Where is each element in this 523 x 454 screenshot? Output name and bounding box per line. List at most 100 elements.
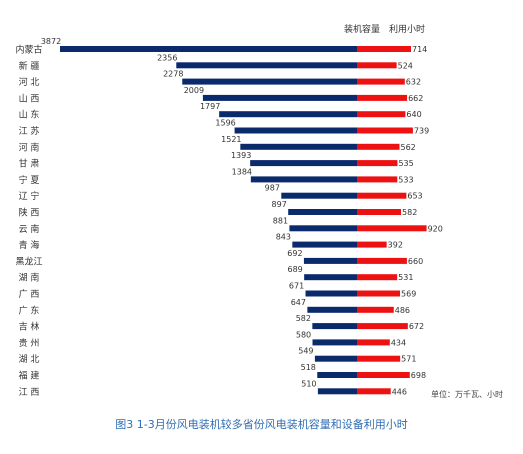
capacity-bar <box>312 323 357 330</box>
hours-bar <box>357 241 387 248</box>
hours-value-label: 569 <box>401 290 416 299</box>
category-label: 湖 南 <box>19 272 40 284</box>
hours-bar <box>357 355 401 362</box>
hours-value-label: 533 <box>398 175 413 184</box>
category-label: 云 南 <box>19 223 40 235</box>
capacity-value-label: 1393 <box>231 151 251 160</box>
capacity-value-label: 843 <box>276 233 291 242</box>
hours-value-label: 524 <box>398 61 413 70</box>
hours-value-label: 714 <box>412 45 427 54</box>
capacity-value-label: 510 <box>301 379 316 388</box>
hours-bar <box>357 306 394 313</box>
hours-bar <box>357 372 410 378</box>
hours-bar <box>357 143 400 150</box>
capacity-value-label: 1596 <box>215 119 235 128</box>
capacity-value-label: 518 <box>301 363 316 372</box>
category-label: 贵 州 <box>19 337 40 349</box>
category-label: 吉 林 <box>19 321 40 333</box>
category-label: 陕 西 <box>19 207 40 219</box>
capacity-value-label: 582 <box>296 314 311 323</box>
capacity-bar <box>317 372 357 378</box>
capacity-value-label: 692 <box>287 249 302 258</box>
capacity-bar <box>305 290 357 297</box>
category-label: 江 西 <box>19 387 40 398</box>
hours-value-label: 640 <box>406 110 421 119</box>
hours-value-label: 739 <box>414 127 429 136</box>
capacity-value-label: 3872 <box>41 37 61 46</box>
capacity-value-label: 2009 <box>184 86 204 95</box>
hours-bar <box>357 94 408 101</box>
hours-bar <box>357 111 406 118</box>
category-label: 黑龙江 <box>15 255 42 267</box>
hours-bar <box>357 127 413 134</box>
capacity-value-label: 1384 <box>232 167 252 176</box>
hours-value-label: 486 <box>395 306 410 315</box>
capacity-bar <box>176 62 357 69</box>
capacity-value-label: 1521 <box>221 135 241 144</box>
figure-caption: 图3 1-3月份风电装机较多省份风电装机容量和设备利用小时 <box>115 418 408 431</box>
capacity-bar <box>292 241 357 248</box>
hours-bar <box>357 323 408 330</box>
category-label: 青 海 <box>19 239 40 251</box>
capacity-value-label: 689 <box>288 265 303 274</box>
legend-capacity: 装机容量 <box>344 23 380 35</box>
category-label: 湖 北 <box>19 354 40 365</box>
hours-value-label: 562 <box>401 143 416 152</box>
hours-bar <box>357 192 407 199</box>
hours-value-label: 660 <box>408 257 423 266</box>
hours-value-label: 535 <box>398 159 413 168</box>
capacity-bar <box>312 339 357 346</box>
hours-bar <box>357 209 402 215</box>
category-label: 福 建 <box>19 370 40 382</box>
category-label: 新 疆 <box>19 60 40 72</box>
capacity-bar <box>182 78 357 85</box>
hours-value-label: 582 <box>402 208 417 217</box>
hours-bar <box>357 160 398 167</box>
category-label: 江 苏 <box>19 125 40 137</box>
hours-value-label: 653 <box>407 192 422 201</box>
category-label: 河 北 <box>19 76 40 88</box>
capacity-value-label: 671 <box>289 282 304 291</box>
capacity-value-label: 2278 <box>163 70 183 79</box>
legend-hours: 利用小时 <box>389 23 425 35</box>
hours-bar <box>357 290 401 297</box>
capacity-value-label: 897 <box>272 200 287 209</box>
hours-value-label: 662 <box>408 94 423 103</box>
capacity-bar <box>303 257 357 264</box>
hours-bar <box>357 257 407 264</box>
hours-value-label: 920 <box>428 224 443 233</box>
capacity-value-label: 1797 <box>200 102 220 111</box>
capacity-value-label: 881 <box>273 216 288 225</box>
category-label: 辽 宁 <box>19 190 40 202</box>
capacity-bar <box>304 274 357 281</box>
hours-bar <box>357 225 427 232</box>
capacity-bar <box>307 306 357 313</box>
capacity-value-label: 647 <box>291 298 306 307</box>
capacity-bar <box>250 160 357 167</box>
hours-value-label: 392 <box>388 241 403 250</box>
capacity-value-label: 987 <box>265 184 280 193</box>
category-label: 广 东 <box>19 304 40 316</box>
hours-bar <box>357 339 390 346</box>
hours-bar <box>357 46 411 52</box>
capacity-value-label: 580 <box>296 330 311 339</box>
hours-value-label: 632 <box>406 78 421 87</box>
hours-value-label: 434 <box>391 338 406 347</box>
hours-bar <box>357 176 398 183</box>
category-label: 宁 夏 <box>19 174 40 186</box>
hours-bar <box>357 274 398 281</box>
category-label: 广 西 <box>19 288 40 300</box>
capacity-bar <box>288 209 357 215</box>
capacity-bar <box>234 127 357 134</box>
capacity-value-label: 549 <box>298 347 313 356</box>
capacity-bar <box>317 388 357 395</box>
capacity-bar <box>240 143 357 150</box>
category-label: 甘 肃 <box>19 158 40 170</box>
capacity-bar <box>60 46 357 52</box>
capacity-bar <box>281 192 357 199</box>
category-label: 河 南 <box>19 141 40 153</box>
capacity-bar <box>250 176 357 183</box>
category-label: 山 东 <box>19 109 40 121</box>
